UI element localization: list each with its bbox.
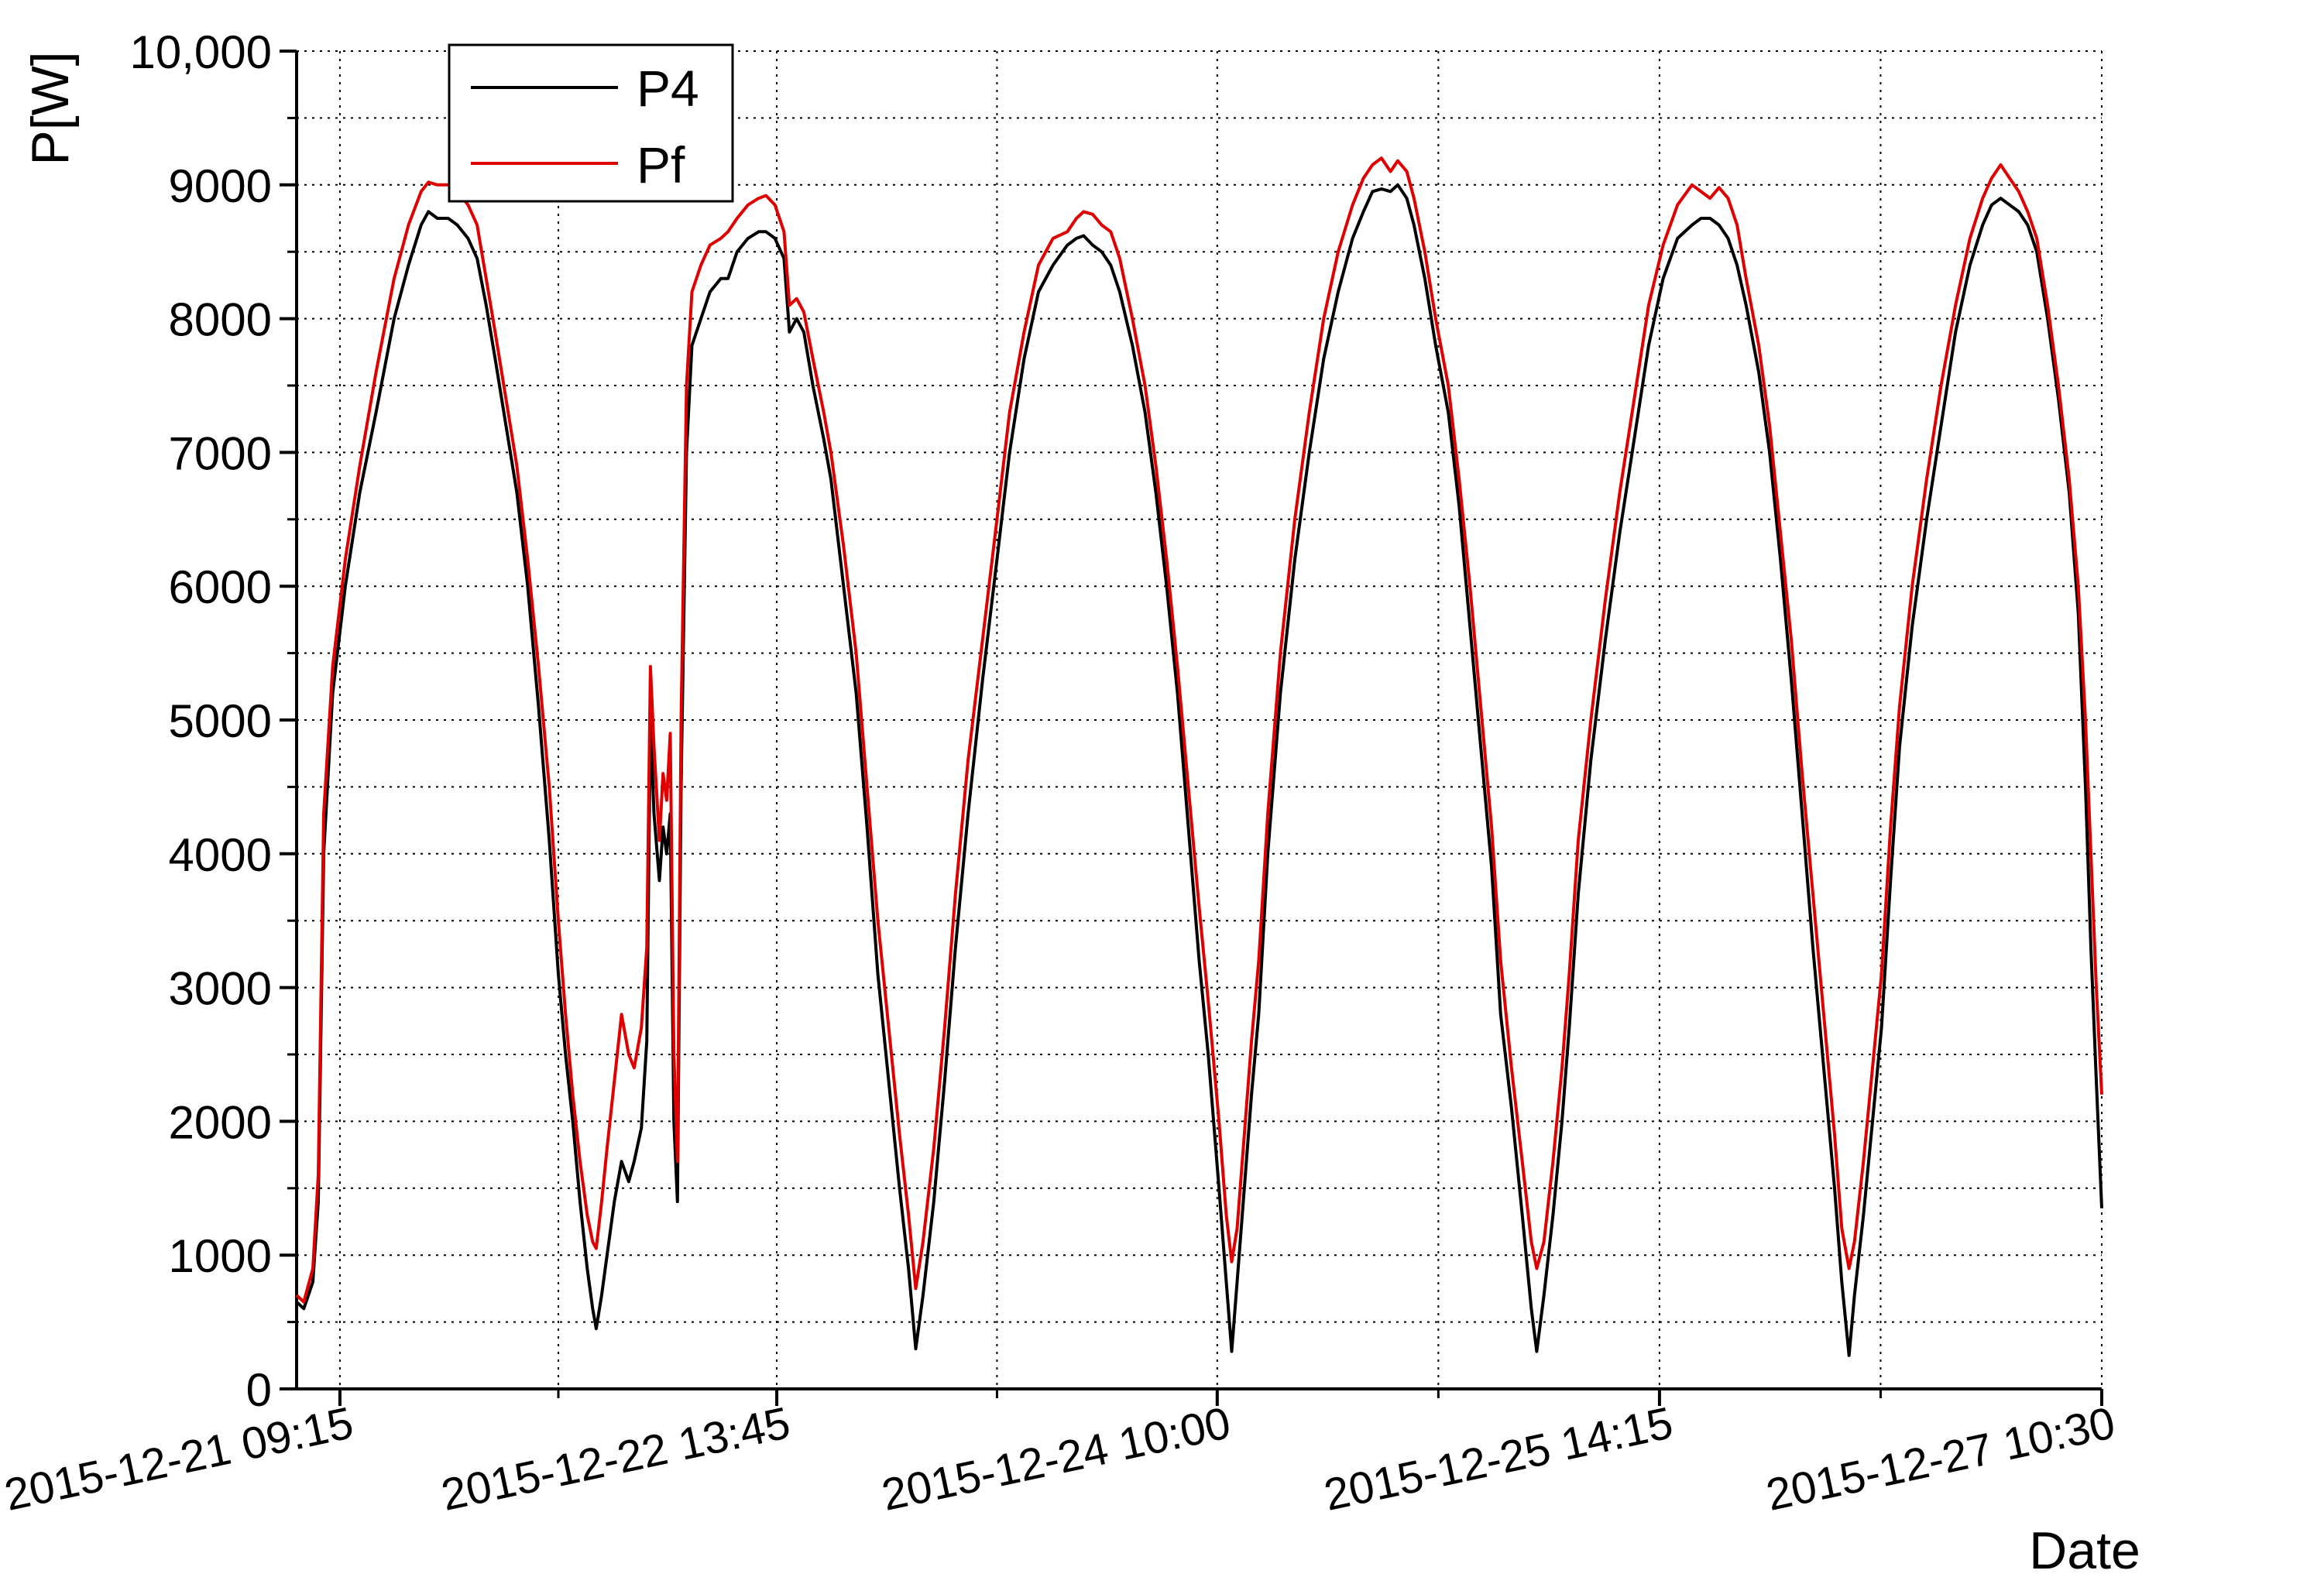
legend: P4 Pf (448, 43, 734, 203)
x-tick-label: 2015-12-25 14:15 (1320, 1397, 1677, 1521)
legend-label-p4: P4 (637, 60, 699, 117)
grid (297, 50, 2103, 1389)
y-tick-label: 8000 (169, 294, 272, 346)
series-layer (295, 156, 2103, 1357)
y-tick-label: 0 (246, 1364, 272, 1416)
x-axis-label: Date (2029, 1521, 2140, 1580)
x-tick-label: 2015-12-27 10:30 (1762, 1397, 2119, 1521)
x-tick-label: 2015-12-22 13:45 (437, 1397, 794, 1521)
y-tick-label: 1000 (169, 1230, 272, 1282)
series-line-pf (295, 156, 2103, 1304)
y-tick-label: 2000 (169, 1096, 272, 1148)
x-tick-label: 2015-12-24 10:00 (877, 1397, 1234, 1521)
legend-box (448, 43, 734, 203)
y-axis-label: P[W] (21, 51, 80, 165)
y-tick-label: 4000 (169, 829, 272, 881)
y-tick-label: 5000 (169, 695, 272, 747)
legend-label-pf: Pf (637, 136, 685, 194)
x-tick-label: 2015-12-21 09:15 (0, 1397, 357, 1521)
y-tick-label: 3000 (169, 963, 272, 1015)
y-tick-label: 9000 (169, 160, 272, 212)
y-tick-label: 6000 (169, 561, 272, 613)
y-tick-label: 7000 (169, 427, 272, 479)
series-line-p4 (295, 183, 2103, 1357)
y-tick-label: 10,000 (129, 26, 272, 78)
